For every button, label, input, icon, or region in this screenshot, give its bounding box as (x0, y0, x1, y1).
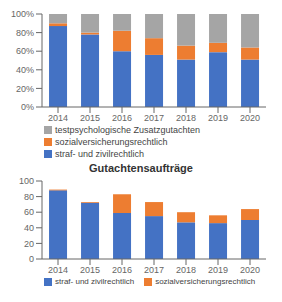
svg-text:100: 100 (19, 176, 34, 186)
html-text:sozialversicherungsrechtlich: sozialversicherungsrechtlich (55, 137, 168, 147)
svg-text:2014: 2014 (48, 113, 68, 123)
svg-text:2020: 2020 (240, 265, 260, 275)
svg-text:100%: 100% (11, 9, 34, 19)
svg-text:2018: 2018 (176, 265, 196, 275)
html-text:testpsychologische Zusatzgutac: testpsychologische Zusatzgutachten (55, 125, 201, 135)
html-text:sozialversicherungsrechtlich: sozialversicherungsrechtlich (155, 277, 256, 286)
svg-text:2016: 2016 (112, 113, 132, 123)
html-text:Gutachtensaufträge: Gutachtensaufträge (89, 162, 193, 174)
svg-text:20: 20 (24, 239, 34, 249)
svg-text:2017: 2017 (144, 265, 164, 275)
svg-text:2016: 2016 (112, 265, 132, 275)
svg-text:60%: 60% (16, 46, 34, 56)
svg-text:2018: 2018 (176, 113, 196, 123)
svg-text:2017: 2017 (144, 113, 164, 123)
svg-text:40: 40 (24, 223, 34, 233)
svg-text:0%: 0% (21, 102, 34, 112)
svg-text:2019: 2019 (208, 113, 228, 123)
svg-text:2015: 2015 (80, 113, 100, 123)
svg-text:20%: 20% (16, 84, 34, 94)
svg-text:0: 0 (29, 254, 34, 264)
svg-text:80%: 80% (16, 28, 34, 38)
svg-text:2019: 2019 (208, 265, 228, 275)
html-text:straf- und zivilrechtlich: straf- und zivilrechtlich (55, 277, 135, 286)
svg-text:80: 80 (24, 192, 34, 202)
svg-text:2020: 2020 (240, 113, 260, 123)
svg-text:2015: 2015 (80, 265, 100, 275)
svg-text:60: 60 (24, 207, 34, 217)
svg-text:2014: 2014 (48, 265, 68, 275)
html-text:straf- und zivilrechtlich: straf- und zivilrechtlich (55, 149, 144, 159)
svg-text:40%: 40% (16, 65, 34, 75)
